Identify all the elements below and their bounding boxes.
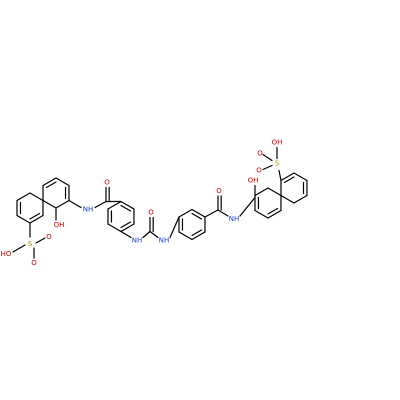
right-s-bond <box>278 169 282 182</box>
left-benzene-bond <box>120 223 135 233</box>
left-sulfonyl-o-label: O <box>31 259 37 267</box>
right-benzene-double <box>191 212 203 220</box>
urea-left-n-bond <box>120 230 132 239</box>
right-benzene-bond <box>191 208 206 218</box>
right-naph-ringB-bond <box>254 209 269 219</box>
right-benzene-bond <box>178 208 193 218</box>
right-s-o-bond <box>262 153 273 162</box>
left-benzene-bond <box>107 223 122 233</box>
right-sulfonic-oh-label: OH <box>272 139 283 147</box>
left-amide-o-label: O <box>104 179 110 187</box>
left-naph-ringA-bond <box>16 192 31 202</box>
left-n-c-bond <box>94 200 107 209</box>
urea-right-nh-label: NH <box>159 237 170 245</box>
left-naph-ringB-double <box>45 181 57 189</box>
left-naph-ringB-bond <box>55 177 70 187</box>
urea-o-label: O <box>148 209 154 217</box>
left-s-oh-bond <box>12 244 26 253</box>
left-nh-bond <box>68 199 82 209</box>
left-sulfur-label: S <box>28 240 33 248</box>
right-naph-ringB-bond <box>267 209 282 219</box>
right-naph-ringB-bond <box>254 187 269 197</box>
urea-n-c-bond <box>142 230 151 239</box>
left-benzene-bond <box>107 200 122 210</box>
left-s-o2-bond <box>35 237 46 244</box>
left-hydroxyl-label: OH <box>54 221 65 229</box>
right-sulfur-label: S <box>275 160 280 168</box>
left-benzene-double <box>120 204 132 212</box>
left-naph-ringB-bond <box>55 199 70 209</box>
bond-layer <box>12 146 308 259</box>
right-hydroxyl-label: OH <box>248 177 259 185</box>
urea-n-benzene-bond <box>169 216 180 239</box>
urea-c-n-bond <box>149 230 159 239</box>
right-naph-ringB-bond <box>267 187 282 197</box>
right-sulfonyl-o2-label: O <box>256 167 262 175</box>
right-benzene-bond <box>178 231 193 241</box>
right-benzene-c-bond <box>204 209 219 218</box>
right-c-n-bond <box>217 209 229 217</box>
left-sulfonyl-o2-label: O <box>46 233 52 241</box>
right-n-naph-bond <box>239 196 256 217</box>
right-naph-ringA-double <box>283 176 295 184</box>
right-naph-ringA-bond <box>293 194 308 204</box>
right-sulfonyl-o-label: O <box>257 150 263 158</box>
right-amide-nh-label: NH <box>229 215 240 223</box>
left-naph-ringB-bond <box>42 177 57 187</box>
right-benzene-bond <box>191 231 206 241</box>
left-naph-ringA-bond <box>16 214 31 224</box>
left-amide-nh-label: NH <box>83 206 94 214</box>
right-naph-ringB-double <box>267 207 279 215</box>
right-naph-ringA-bond <box>293 172 308 182</box>
left-naph-ringA-double <box>29 212 41 220</box>
right-naph-ringA-bond <box>280 194 295 204</box>
left-sulfonic-oh-label: HO <box>1 250 12 258</box>
right-amide-o-label: O <box>216 187 222 195</box>
right-naph-ringA-bond <box>280 172 295 182</box>
left-benzene-double <box>120 221 132 229</box>
right-benzene-double <box>191 229 203 237</box>
urea-left-nh-label: NH <box>132 237 143 245</box>
left-naph-ringA-bond <box>29 192 44 202</box>
left-naph-ringA-bond <box>29 214 44 224</box>
right-s-o2-bond <box>262 164 273 171</box>
left-benzene-bond <box>120 200 135 210</box>
left-naph-ringB-bond <box>42 199 57 209</box>
